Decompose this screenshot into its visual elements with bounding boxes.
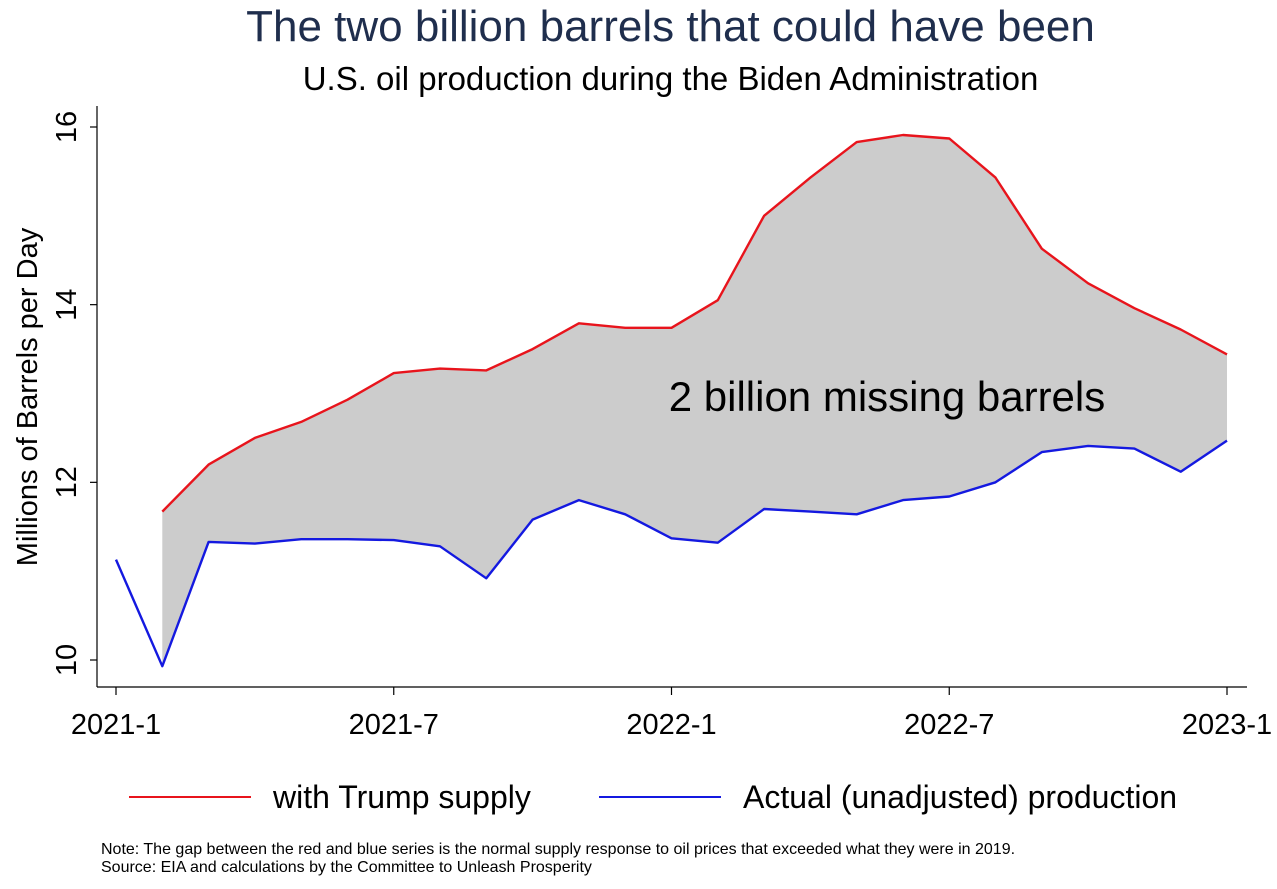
legend-swatch-red	[129, 796, 251, 798]
x-tick-label: 2021-7	[349, 709, 439, 741]
x-tick-label: 2022-1	[626, 709, 716, 741]
series-line-actual-production	[114, 439, 1228, 668]
y-tick-label: 16	[51, 111, 83, 143]
series-line-trump-supply	[161, 133, 1228, 513]
chart-title: The two billion barrels that could have …	[246, 2, 1095, 51]
note-text: Note: The gap between the red and blue s…	[101, 841, 1016, 858]
gap-shaded-area	[162, 135, 1227, 667]
legend-item-actual-production: Actual (unadjusted) production	[599, 772, 1177, 822]
legend-label-trump-supply: with Trump supply	[273, 778, 531, 815]
x-tick-label: 2022-7	[904, 709, 994, 741]
x-tick-label: 2021-1	[71, 709, 161, 741]
y-tick-label: 12	[51, 466, 83, 498]
chart-legend: with Trump supply Actual (unadjusted) pr…	[0, 772, 1277, 822]
y-tick-label: 10	[51, 644, 83, 676]
legend-swatch-blue	[599, 796, 721, 798]
chart-subtitle: U.S. oil production during the Biden Adm…	[302, 60, 1039, 97]
legend-item-trump-supply: with Trump supply	[129, 772, 531, 822]
area-annotation: 2 billion missing barrels	[669, 373, 1106, 420]
x-tick-label: 2023-1	[1182, 709, 1272, 741]
legend-label-actual-production: Actual (unadjusted) production	[743, 778, 1178, 815]
chart-notes: Note: The gap between the red and blue s…	[101, 841, 1015, 877]
y-tick-label: 14	[51, 289, 83, 321]
source-text: Source: EIA and calculations by the Comm…	[101, 859, 592, 876]
y-axis-label: Millions of Barrels per Day	[12, 227, 44, 566]
